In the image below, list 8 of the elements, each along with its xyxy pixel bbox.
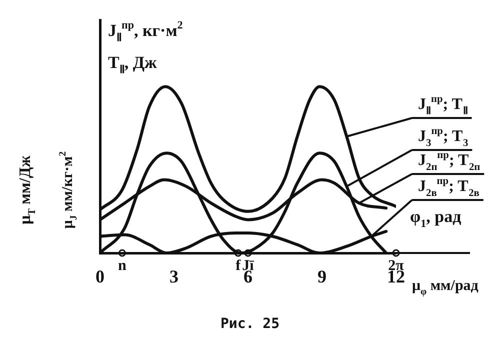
x-tick-label: 3	[170, 266, 178, 286]
text: μT мм/Дж	[17, 155, 38, 224]
annotation: n	[118, 258, 128, 274]
text: Рис. 25	[220, 316, 280, 332]
x-tick-label: 9	[318, 266, 326, 286]
text: μJ мм/кг·м2	[57, 151, 80, 229]
annotation: f	[236, 258, 242, 274]
x-tick-label: 0	[96, 266, 104, 286]
